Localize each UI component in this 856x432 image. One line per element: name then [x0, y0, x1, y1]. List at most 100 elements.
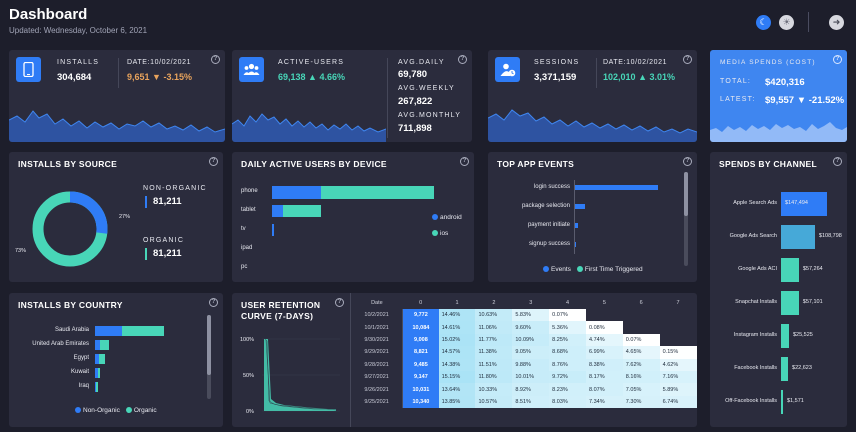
retention-cell	[585, 309, 623, 322]
event-bar	[574, 204, 585, 209]
down-arrow-icon: ▼	[152, 72, 161, 82]
users-icon	[239, 57, 264, 82]
retention-date: 9/25/2021	[351, 395, 404, 409]
channel-bar	[781, 357, 789, 381]
active-users-value: 69,138 ▲ 4.66%	[278, 72, 345, 82]
retention-row: 10/2/2021 9,772 14.46% 10.63% 5.83% 0.07%	[351, 309, 697, 322]
avg-monthly-label: AVG.MONTHLY	[398, 112, 462, 119]
event-label: login success	[533, 184, 570, 190]
retention-cell: 6.74%	[659, 395, 697, 409]
retention-cell: 9.05%	[512, 346, 550, 359]
retention-cell: 5.83%	[512, 309, 550, 322]
retention-cell: 8.07%	[585, 383, 623, 396]
legend-organic: Organic	[125, 407, 157, 414]
channel-bar	[781, 258, 799, 282]
events-scrollbar[interactable]	[684, 172, 688, 266]
retention-cell: 9,147	[402, 370, 439, 384]
non-organic-bar	[95, 368, 98, 378]
exit-icon[interactable]: ➜	[829, 14, 844, 30]
retention-title-1: USER RETENTION	[241, 300, 321, 310]
date-header[interactable]: Date	[371, 299, 383, 306]
channel-bar	[781, 390, 783, 414]
scroll-thumb[interactable]	[207, 315, 211, 375]
channel-bar	[781, 291, 799, 315]
sun-icon[interactable]: ☀	[779, 14, 794, 30]
retention-cell: 0.15%	[659, 346, 697, 359]
sessions-value: 3,371,159	[534, 72, 577, 83]
channel-bar	[781, 324, 789, 348]
event-label: package selection	[521, 203, 570, 209]
retention-cell: 11.51%	[475, 358, 513, 371]
legend-android: android	[432, 214, 462, 221]
non-organic-slice	[32, 191, 108, 267]
delta-value: 102,010	[603, 72, 636, 82]
retention-date: 9/30/2021	[351, 333, 404, 347]
retention-cell	[659, 321, 697, 334]
non-organic-value: 81,211	[153, 196, 182, 207]
help-icon[interactable]: ?	[458, 55, 467, 64]
day-header: 4	[566, 299, 570, 306]
organic-bar	[145, 248, 147, 260]
retention-cell: 10,084	[402, 321, 439, 334]
channel-label: Google Ads Search	[729, 233, 777, 239]
day-header: 7	[676, 299, 680, 306]
retention-cell: 9,485	[402, 358, 439, 371]
non-organic-label: NON-ORGANIC	[143, 185, 207, 192]
total-label: TOTAL:	[720, 78, 752, 85]
divider	[387, 58, 388, 138]
help-icon[interactable]: ?	[209, 157, 218, 166]
android-bar	[272, 205, 284, 217]
delta-pct: 3.01%	[649, 72, 676, 82]
retention-table: Date 0 1 2 3 4 5 6 7 10/2/2021 9,772 14.46% 10.63% 5.…	[351, 296, 697, 409]
updated-date: Updated: Wednesday, October 6, 2021	[9, 26, 148, 35]
country-label: Saudi Arabia	[54, 327, 89, 333]
help-icon[interactable]: ?	[335, 298, 344, 307]
panel-title: INSTALLS BY SOURCE	[18, 159, 118, 169]
channel-label: Snapchat Installs	[735, 299, 777, 305]
retention-date: 10/1/2021	[351, 321, 404, 334]
device-row-label: tv	[241, 226, 246, 232]
help-icon[interactable]: ?	[683, 55, 692, 64]
sessions-delta: 102,010 ▲ 3.01%	[603, 72, 675, 82]
help-icon[interactable]: ?	[209, 298, 218, 307]
help-icon[interactable]: ?	[683, 157, 692, 166]
retention-cell: 8.92%	[512, 383, 550, 396]
retention-cell: 15.02%	[438, 333, 476, 347]
country-label: Egypt	[73, 355, 89, 361]
scroll-thumb[interactable]	[684, 172, 688, 216]
installs-sparkline	[9, 110, 225, 142]
help-icon[interactable]: ?	[833, 55, 842, 64]
panel-title: SPENDS BY CHANNEL	[719, 159, 817, 169]
installs-by-source-card: ? INSTALLS BY SOURCE 27% 73% NON-ORGANIC…	[9, 152, 223, 282]
media-spends-sparkline	[710, 122, 847, 142]
event-bar	[574, 223, 579, 228]
retention-cell	[659, 333, 697, 347]
country-label: United Arab Emirates	[32, 341, 89, 347]
device-legend: android ios	[432, 214, 462, 237]
retention-cell: 7.34%	[585, 395, 623, 409]
retention-cell: 0.07%	[549, 309, 586, 322]
retention-cell: 9,772	[402, 309, 439, 322]
country-scrollbar[interactable]	[207, 315, 211, 399]
retention-cell: 11.80%	[475, 370, 513, 384]
total-value: $420,316	[765, 77, 805, 88]
device-row-label: pc	[241, 264, 248, 270]
channel-value: $57,264	[802, 266, 823, 272]
organic-pct: 73%	[15, 248, 26, 254]
channel-value: $25,525	[792, 332, 813, 338]
retention-cell: 5.89%	[659, 383, 697, 396]
retention-cell: 8.68%	[549, 346, 586, 359]
phone-icon	[16, 57, 41, 82]
help-icon[interactable]: ?	[460, 157, 469, 166]
latest-label: LATEST:	[720, 96, 756, 103]
retention-cell: 14.46%	[438, 309, 476, 322]
help-icon[interactable]: ?	[833, 157, 842, 166]
retention-table-divider	[350, 293, 351, 427]
retention-cell: 10.63%	[475, 309, 513, 322]
android-bar	[272, 224, 274, 236]
moon-icon[interactable]: ☾	[756, 14, 771, 30]
retention-curve: 100% 50% 0%	[240, 337, 340, 415]
help-icon[interactable]: ?	[211, 55, 220, 64]
sessions-sparkline	[488, 109, 697, 142]
day-header: 2	[492, 299, 496, 306]
